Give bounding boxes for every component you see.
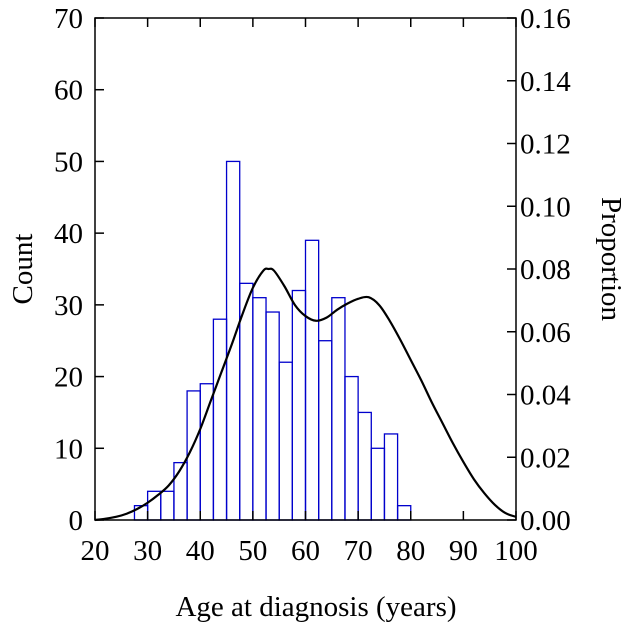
y2-tick-label: 0.08 — [520, 254, 571, 286]
histogram-bar — [357, 411, 372, 521]
y-axis-left: 0 10 20 30 40 50 60 70 — [54, 3, 104, 537]
x-tick-label: 80 — [396, 535, 425, 567]
x-tick-label: 90 — [449, 535, 478, 567]
histogram-bar — [383, 433, 399, 521]
x-tick-label: 50 — [238, 535, 267, 567]
y-axis-right: 0.00 0.02 0.04 0.06 0.08 0.10 0.12 0.14 0.16 — [507, 3, 571, 537]
histogram-bar — [265, 311, 280, 521]
histogram-bar — [212, 318, 228, 521]
y-axis-label: Count — [7, 234, 39, 305]
y2-tick-label: 0.02 — [520, 442, 571, 474]
x-axis: 20 30 40 50 60 70 80 90 100 — [81, 18, 538, 567]
y-tick-label: 70 — [54, 3, 83, 35]
histogram-bar — [160, 490, 175, 521]
y-tick-label: 30 — [54, 290, 83, 322]
histogram-bar — [278, 361, 293, 521]
y2-tick-label: 0.14 — [520, 66, 571, 98]
x-tick-label: 30 — [133, 535, 162, 567]
y2-tick-label: 0.16 — [520, 3, 571, 35]
y-tick-label: 60 — [54, 75, 83, 107]
density-curve — [94, 267, 517, 522]
histogram-bars — [133, 160, 412, 521]
x-tick-label: 70 — [344, 535, 373, 567]
y-tick-label: 40 — [54, 218, 83, 250]
y2-tick-label: 0.00 — [520, 505, 571, 537]
x-axis-label: Age at diagnosis (years) — [175, 591, 456, 623]
x-tick-label: 100 — [494, 535, 538, 567]
x-tick-label: 40 — [186, 535, 215, 567]
y2-tick-label: 0.06 — [520, 317, 571, 349]
histogram-bar — [344, 375, 359, 521]
histogram-bar — [318, 340, 333, 521]
histogram-bar — [304, 239, 320, 521]
x-tick-label: 60 — [291, 535, 320, 567]
y-tick-label: 0 — [69, 505, 84, 537]
x-tick-label: 20 — [81, 535, 110, 567]
histogram-bar — [396, 505, 412, 521]
y-tick-label: 10 — [54, 433, 83, 465]
histogram-bar — [331, 297, 346, 521]
y2-tick-label: 0.04 — [520, 380, 571, 412]
y2-tick-label: 0.10 — [520, 191, 571, 223]
y-tick-label: 20 — [54, 362, 83, 394]
histogram-bar — [291, 289, 307, 521]
histogram-bar — [370, 447, 386, 521]
y2-tick-label: 0.12 — [520, 129, 571, 161]
histogram-bar — [199, 383, 215, 521]
y-tick-label: 50 — [54, 146, 83, 178]
y2-axis-label: Proportion — [595, 197, 627, 322]
histogram-bar — [252, 297, 267, 521]
